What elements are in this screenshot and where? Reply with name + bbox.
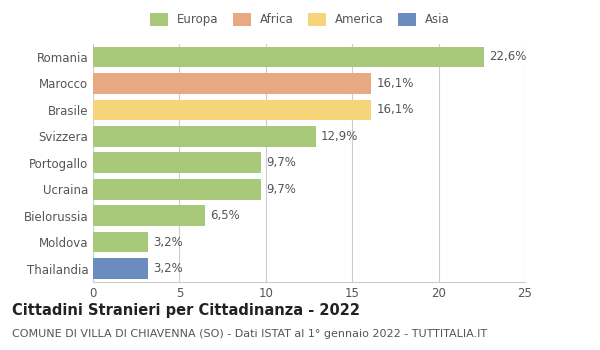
Text: 3,2%: 3,2% [154,262,183,275]
Bar [93,258,148,279]
Text: COMUNE DI VILLA DI CHIAVENNA (SO) - Dati ISTAT al 1° gennaio 2022 - TUTTITALIA.I: COMUNE DI VILLA DI CHIAVENNA (SO) - Dati… [12,329,487,339]
Bar [93,99,371,120]
Bar [93,126,316,147]
Bar [93,73,371,94]
Bar [93,47,484,67]
Text: 9,7%: 9,7% [266,156,296,169]
Text: 3,2%: 3,2% [154,236,183,248]
Text: 9,7%: 9,7% [266,183,296,196]
Text: 16,1%: 16,1% [376,103,414,116]
Text: 12,9%: 12,9% [321,130,358,143]
Text: 6,5%: 6,5% [211,209,240,222]
Text: 22,6%: 22,6% [489,50,526,63]
Bar [93,232,148,252]
Legend: Europa, Africa, America, Asia: Europa, Africa, America, Asia [146,9,454,30]
Text: Cittadini Stranieri per Cittadinanza - 2022: Cittadini Stranieri per Cittadinanza - 2… [12,303,360,318]
Bar [93,153,260,173]
Bar [93,205,205,226]
Text: 16,1%: 16,1% [376,77,414,90]
Bar [93,179,260,199]
